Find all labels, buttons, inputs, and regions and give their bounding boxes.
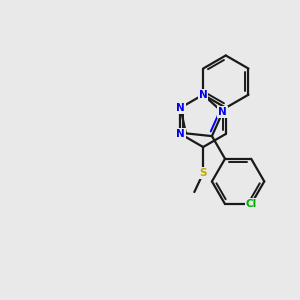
Text: N: N — [176, 129, 185, 139]
Text: Cl: Cl — [245, 199, 257, 209]
Text: N: N — [176, 103, 185, 113]
Text: N: N — [218, 107, 227, 117]
Text: S: S — [200, 168, 207, 178]
Text: N: N — [199, 90, 208, 100]
